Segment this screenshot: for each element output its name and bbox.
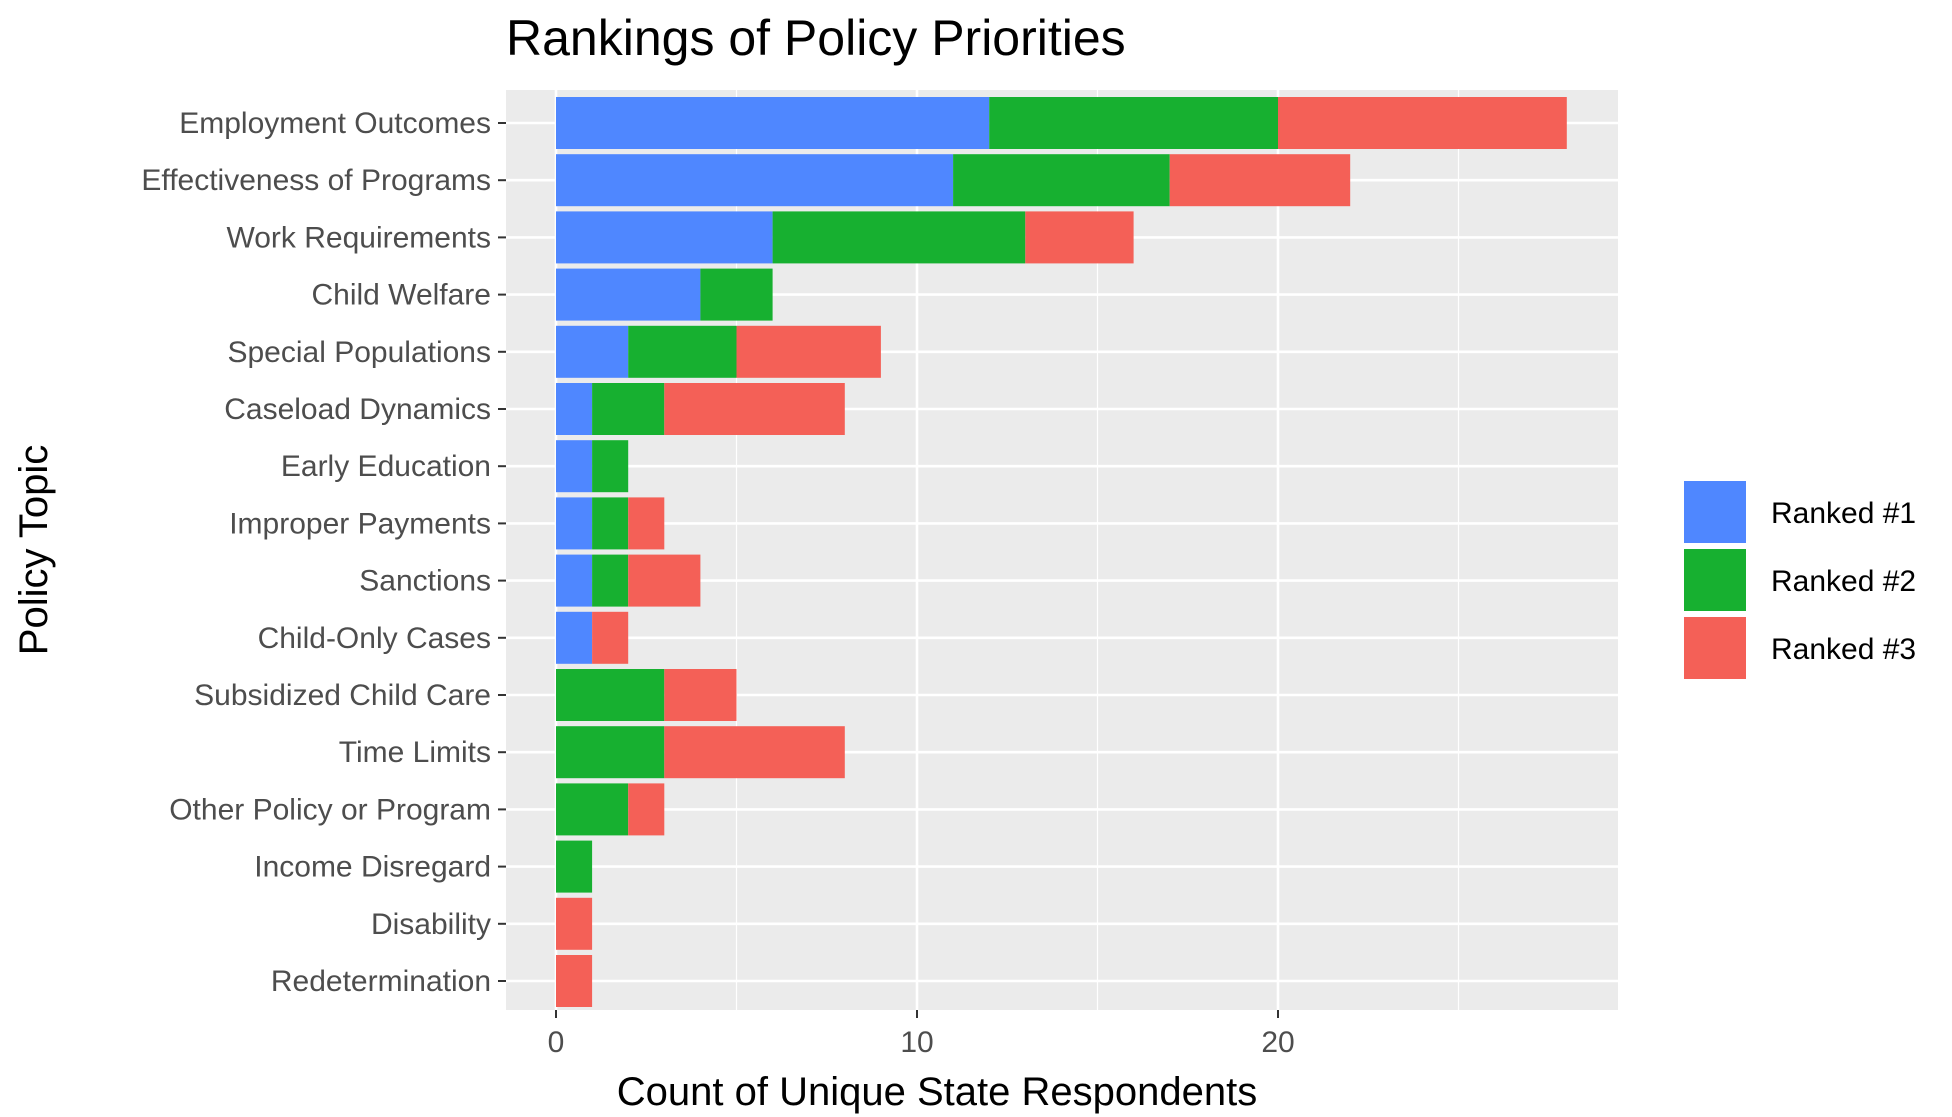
bar-segment	[664, 726, 845, 779]
y-tick-label: Redetermination	[271, 965, 491, 998]
y-tick-label: Work Requirements	[226, 221, 491, 254]
bar-segment	[556, 611, 593, 664]
bar-segment	[556, 325, 629, 378]
legend-key	[1684, 481, 1746, 543]
y-tick-label: Subsidized Child Care	[194, 679, 491, 712]
legend-key	[1684, 617, 1746, 679]
y-tick-label: Income Disregard	[254, 851, 491, 884]
x-tick-label: 20	[1261, 1026, 1294, 1059]
bar-segment	[556, 154, 954, 207]
bar-segment	[556, 383, 593, 435]
y-tick-label: Disability	[371, 908, 491, 941]
legend: Ranked #1 Ranked #2 Ranked #3	[1684, 481, 1916, 679]
bar-segment	[592, 611, 629, 664]
x-tick-label: 0	[548, 1026, 565, 1059]
bar-segment	[592, 497, 629, 550]
bar-segment	[736, 325, 881, 378]
bar-segment	[556, 440, 593, 493]
bar-segment	[556, 840, 593, 893]
bar-segment	[1025, 211, 1134, 264]
bar-segment	[1169, 154, 1351, 207]
y-tick-label: Caseload Dynamics	[224, 393, 491, 426]
legend-label: Ranked #1	[1771, 497, 1916, 530]
y-tick-label: Time Limits	[339, 736, 491, 769]
y-tick-label: Child-Only Cases	[258, 622, 491, 655]
bar-segment	[1278, 97, 1567, 149]
y-tick-label: Special Populations	[227, 336, 491, 369]
bar-segment	[664, 669, 737, 721]
bar-segment	[700, 268, 773, 321]
bar-segment	[592, 440, 629, 493]
bar-segment	[556, 211, 773, 264]
bar-segment	[556, 955, 593, 1007]
x-axis: 0 10 20	[548, 1010, 1295, 1059]
bar-segment	[628, 554, 701, 607]
bar-segment	[772, 211, 1026, 264]
bar-segment	[592, 554, 629, 607]
bar-segment	[556, 554, 593, 607]
legend-label: Ranked #3	[1771, 633, 1916, 666]
bar-segment	[989, 97, 1278, 149]
bar-segment	[628, 783, 665, 836]
bar-segment	[556, 897, 593, 950]
bar-segment	[556, 497, 593, 550]
bar-segment	[953, 154, 1170, 207]
y-tick-label: Improper Payments	[229, 507, 491, 540]
bar-segment	[628, 497, 665, 550]
legend-label: Ranked #2	[1771, 565, 1916, 598]
bar-segment	[556, 97, 990, 149]
bar-segment	[628, 325, 737, 378]
y-axis-title: Policy Topic	[12, 445, 56, 655]
y-tick-label: Other Policy or Program	[169, 793, 491, 826]
bars	[556, 97, 1567, 1007]
bar-segment	[592, 383, 665, 435]
y-axis: Employment Outcomes Effectiveness of Prog…	[141, 107, 506, 998]
x-tick-label: 10	[900, 1026, 933, 1059]
legend-key	[1684, 549, 1746, 611]
bar-segment	[556, 783, 629, 836]
chart-title: Rankings of Policy Priorities	[506, 10, 1126, 66]
y-tick-label: Sanctions	[359, 565, 491, 598]
y-tick-label: Early Education	[281, 450, 491, 483]
x-axis-title: Count of Unique State Respondents	[617, 1070, 1257, 1114]
y-tick-label: Child Welfare	[311, 279, 491, 312]
bar-segment	[556, 669, 665, 721]
bar-segment	[556, 726, 665, 779]
bar-segment	[664, 383, 845, 435]
bar-segment	[556, 268, 701, 321]
y-tick-label: Effectiveness of Programs	[141, 164, 491, 197]
y-tick-label: Employment Outcomes	[179, 107, 491, 140]
